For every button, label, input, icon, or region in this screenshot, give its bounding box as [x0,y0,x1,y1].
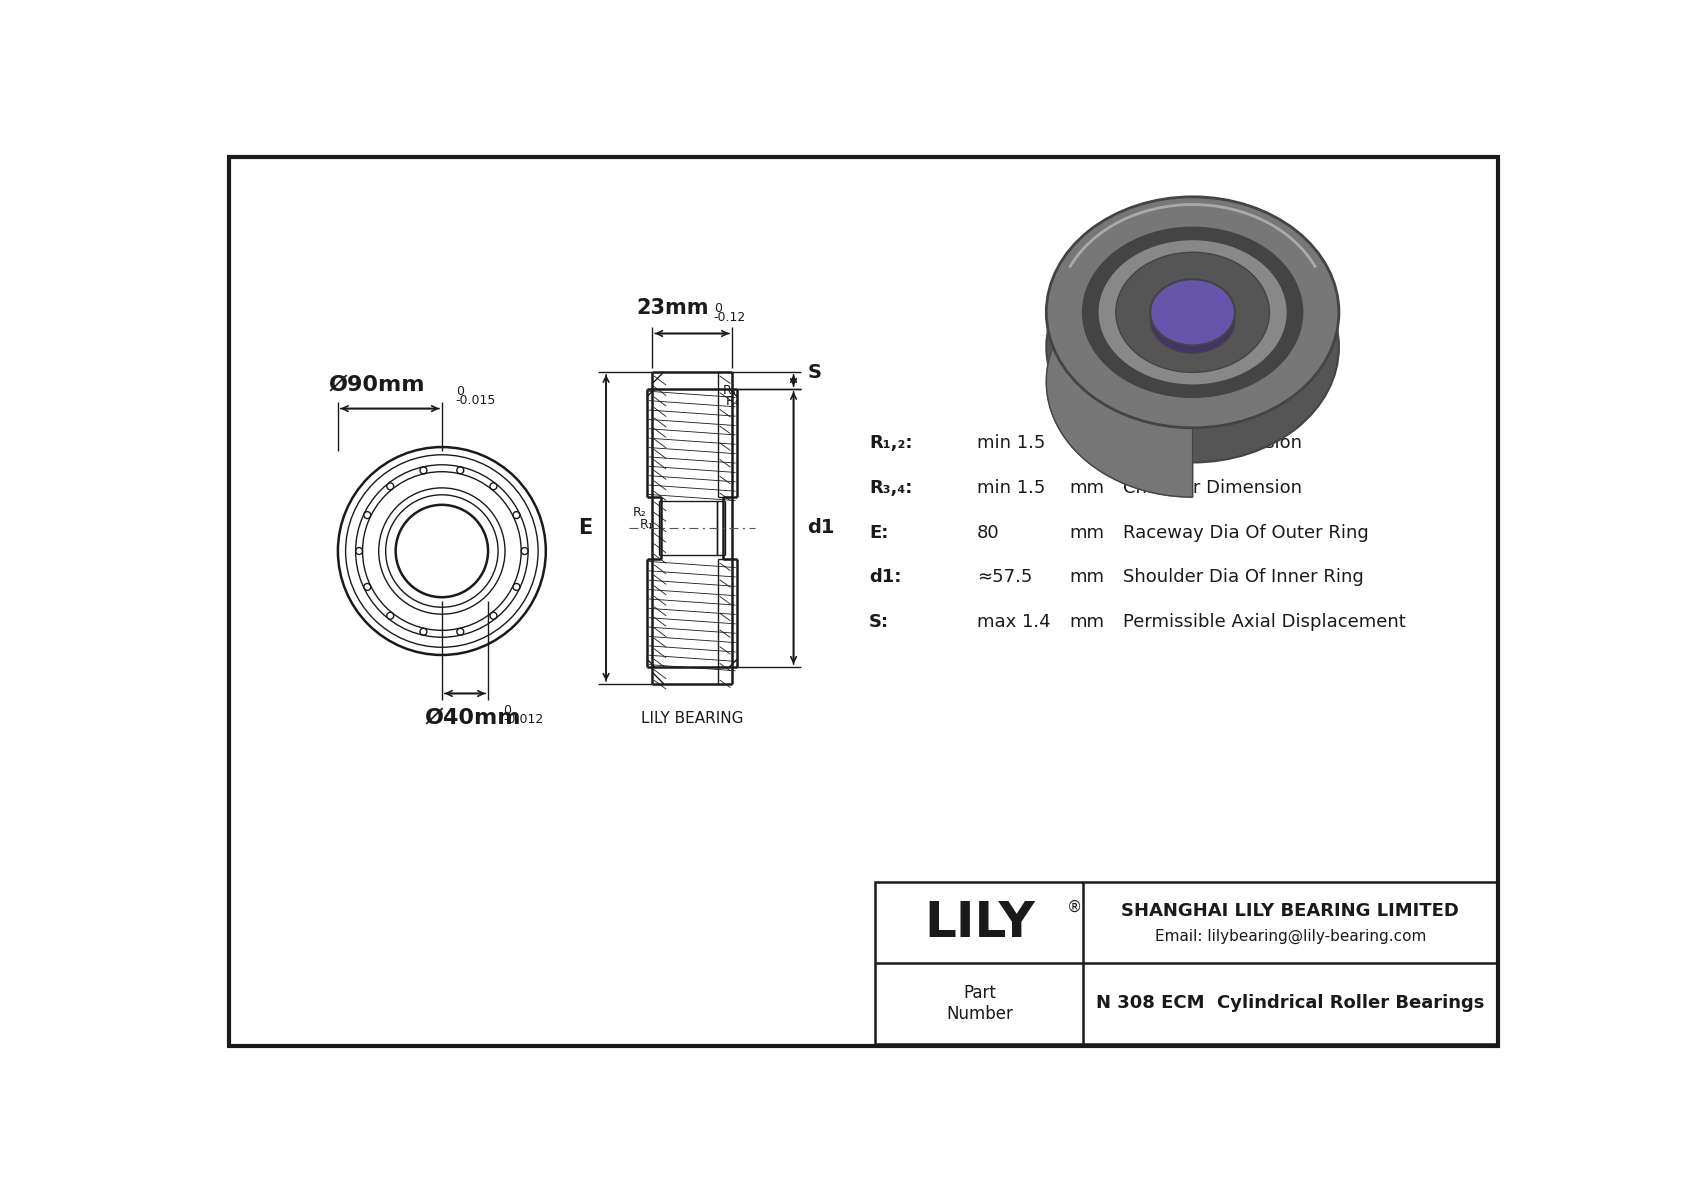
Text: mm: mm [1069,568,1105,586]
Text: R₄: R₄ [726,395,739,409]
Text: min 1.5: min 1.5 [977,479,1046,497]
Text: mm: mm [1069,479,1105,497]
Text: 0: 0 [714,303,722,314]
Text: R₃: R₃ [722,385,736,398]
Ellipse shape [1083,227,1302,397]
Text: mm: mm [1069,613,1105,631]
Text: -0.12: -0.12 [714,311,746,324]
Text: Chamfer Dimension: Chamfer Dimension [1123,479,1302,497]
Ellipse shape [1098,239,1288,386]
Text: mm: mm [1069,435,1105,453]
Text: Shoulder Dia Of Inner Ring: Shoulder Dia Of Inner Ring [1123,568,1364,586]
Polygon shape [1046,197,1339,497]
Text: Email: lilybearing@lily-bearing.com: Email: lilybearing@lily-bearing.com [1155,929,1426,943]
Bar [876,883,1497,1043]
Text: LILY: LILY [925,898,1034,947]
Text: mm: mm [1069,524,1105,542]
Text: -0.012: -0.012 [504,713,544,727]
Ellipse shape [1046,231,1339,462]
Text: Part
Number: Part Number [946,984,1012,1023]
Text: R₁: R₁ [640,518,653,531]
Text: Ø40mm: Ø40mm [424,707,520,728]
Text: ≈57.5: ≈57.5 [977,568,1032,586]
Text: 80: 80 [977,524,1000,542]
Text: S: S [807,363,822,382]
Ellipse shape [1150,287,1234,353]
Text: d1:: d1: [869,568,901,586]
Text: d1: d1 [807,518,835,537]
Text: Ø90mm: Ø90mm [328,375,424,394]
Text: S:: S: [869,613,889,631]
Text: R₁,₂:: R₁,₂: [869,435,913,453]
Text: ®: ® [1066,899,1081,915]
Text: max 1.4: max 1.4 [977,613,1051,631]
Text: R₂: R₂ [633,506,647,519]
Text: Permissible Axial Displacement: Permissible Axial Displacement [1123,613,1406,631]
Ellipse shape [1150,279,1234,345]
Text: min 1.5: min 1.5 [977,435,1046,453]
Text: 23mm: 23mm [637,298,709,318]
Text: LILY BEARING: LILY BEARING [642,711,743,725]
Text: E: E [578,518,593,538]
Text: R₃,₄:: R₃,₄: [869,479,913,497]
Text: SHANGHAI LILY BEARING LIMITED: SHANGHAI LILY BEARING LIMITED [1122,903,1460,921]
Text: N 308 ECM  Cylindrical Roller Bearings: N 308 ECM Cylindrical Roller Bearings [1096,994,1485,1012]
Text: E:: E: [869,524,889,542]
Ellipse shape [1046,197,1339,428]
Text: Raceway Dia Of Outer Ring: Raceway Dia Of Outer Ring [1123,524,1369,542]
Text: -0.015: -0.015 [456,394,497,407]
Text: 0: 0 [504,704,512,717]
Text: 0: 0 [456,385,463,398]
Text: Chamfer Dimension: Chamfer Dimension [1123,435,1302,453]
Ellipse shape [1116,252,1270,373]
